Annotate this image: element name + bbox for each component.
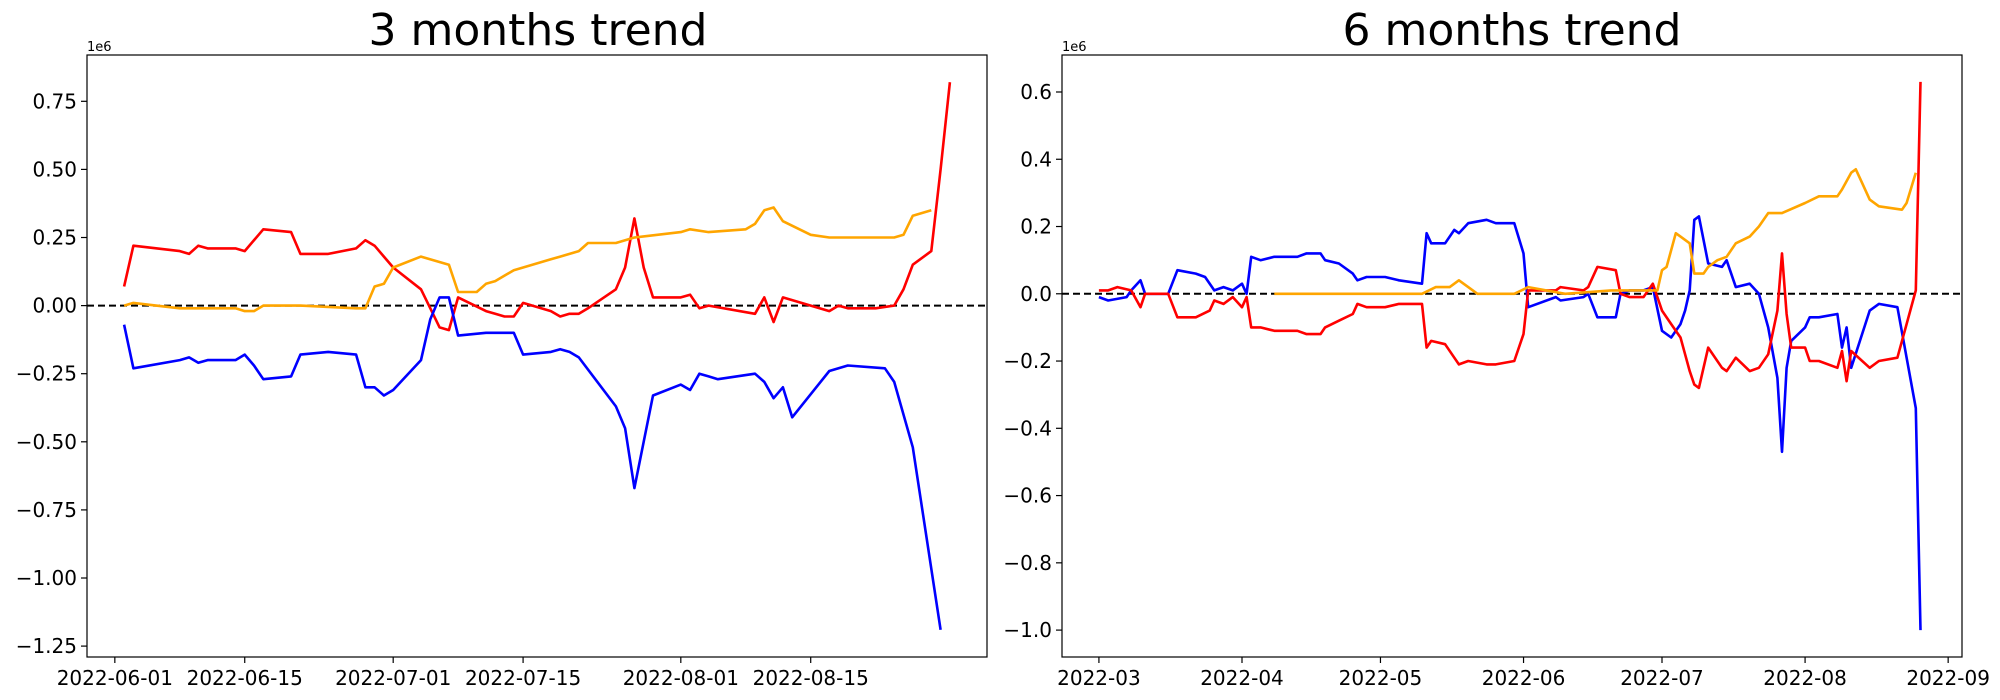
axes-frame bbox=[1061, 54, 1963, 658]
x-tick-label: 2022-07-01 bbox=[335, 666, 451, 690]
series-line-1 bbox=[1098, 215, 1922, 631]
x-tick-label: 2022-06 bbox=[1482, 666, 1566, 690]
y-tick-label: 0.2 bbox=[1020, 215, 1052, 239]
y-tick-label: 0.0 bbox=[1020, 282, 1052, 306]
y-tick-label: −0.6 bbox=[1003, 484, 1052, 508]
y-tick-label: −1.0 bbox=[1003, 618, 1052, 642]
x-tick-label: 2022-08-01 bbox=[623, 666, 739, 690]
x-tick-label: 2022-09 bbox=[1906, 666, 1990, 690]
x-tick-label: 2022-07 bbox=[1620, 666, 1704, 690]
y-tick-label: −0.25 bbox=[16, 362, 77, 386]
x-tick-label: 2022-08 bbox=[1763, 666, 1847, 690]
axes-frame bbox=[86, 54, 988, 658]
series-line-3 bbox=[1274, 168, 1918, 296]
x-tick-label: 2022-06-01 bbox=[57, 666, 173, 690]
chart-title: 3 months trend bbox=[369, 5, 708, 56]
y-offset-label: 1e6 bbox=[1062, 40, 1087, 55]
series-line-2 bbox=[122, 296, 942, 630]
y-tick-label: −0.2 bbox=[1003, 349, 1052, 373]
y-tick-label: 0.50 bbox=[32, 157, 77, 181]
series-line-2 bbox=[1098, 81, 1922, 390]
x-tick-label: 2022-08-15 bbox=[753, 666, 869, 690]
chart-6-months: 6 months trend 1e6 0.6 0.4 0.2 0.0 −0.2 −0.4 −… bbox=[1003, 5, 1990, 690]
x-tick-label: 2022-07-15 bbox=[465, 666, 581, 690]
x-tick-label: 2022-03 bbox=[1057, 666, 1141, 690]
series-line-1 bbox=[122, 82, 952, 332]
series-line-3 bbox=[123, 206, 932, 313]
y-tick-label: −0.75 bbox=[16, 498, 77, 522]
x-tick-label: 2022-06-15 bbox=[187, 666, 303, 690]
y-tick-label: 0.75 bbox=[32, 89, 77, 113]
y-tick-label: −0.8 bbox=[1003, 551, 1052, 575]
y-tick-label: −1.00 bbox=[16, 566, 77, 590]
y-tick-label: −1.25 bbox=[16, 634, 77, 658]
y-tick-label: 0.00 bbox=[32, 294, 77, 318]
y-tick-label: −0.4 bbox=[1003, 416, 1052, 440]
chart-3-months: 3 months trend 1e6 0.75 0.50 0.25 0.00 −0.25… bbox=[16, 5, 988, 690]
y-tick-label: 0.6 bbox=[1020, 80, 1052, 104]
y-offset-label: 1e6 bbox=[87, 40, 112, 55]
y-tick-label: 0.25 bbox=[32, 226, 77, 250]
x-tick-label: 2022-04 bbox=[1200, 666, 1284, 690]
x-tick-label: 2022-05 bbox=[1339, 666, 1423, 690]
y-tick-label: 0.4 bbox=[1020, 147, 1052, 171]
plot-area: 0.75 0.50 0.25 0.00 −0.25 −0.50 −0.75 −1.00 −1.2… bbox=[16, 82, 987, 690]
chart-title: 6 months trend bbox=[1343, 5, 1682, 56]
y-tick-label: −0.50 bbox=[16, 430, 77, 454]
